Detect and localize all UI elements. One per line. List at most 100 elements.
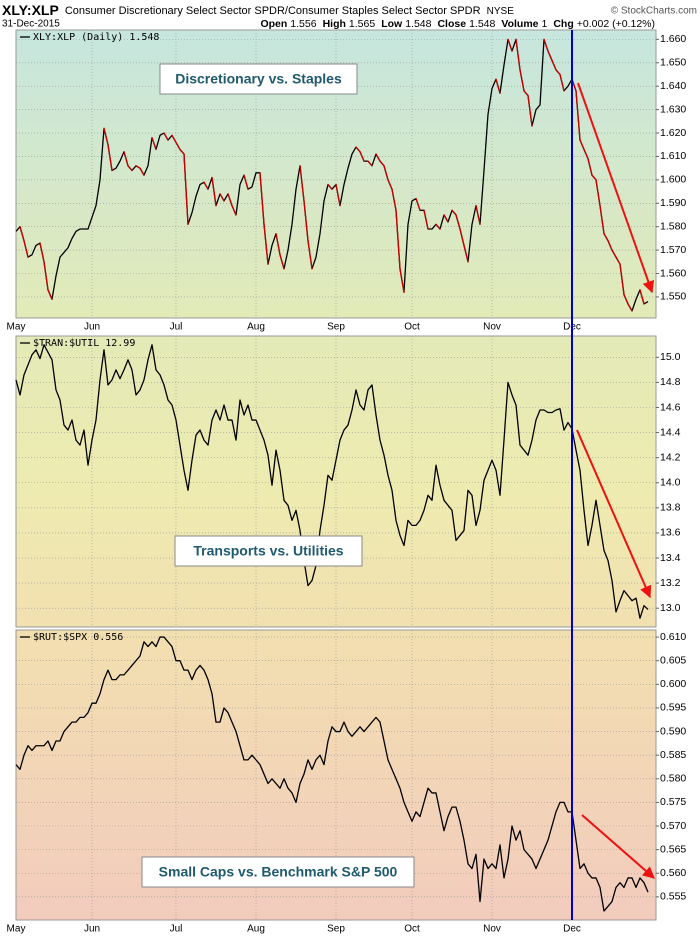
stat-value: 1 xyxy=(542,18,548,30)
down-segment xyxy=(575,90,581,141)
y-tick-label: 1.640 xyxy=(660,80,686,92)
panels: 1.550 1.560 1.570 1.580 1.590 1.600 1.610 1.620… xyxy=(7,29,686,935)
down-segment xyxy=(383,165,389,181)
annotation: Transports vs. Utilities xyxy=(193,543,343,559)
x-tick-label: Dec xyxy=(563,924,581,935)
y-tick-label: 0.565 xyxy=(660,843,686,855)
down-segment xyxy=(107,144,113,172)
x-tick-label: Jun xyxy=(84,924,100,935)
down-segment xyxy=(171,134,177,144)
x-tick-label: May xyxy=(7,322,26,333)
y-tick-label: 0.580 xyxy=(660,773,686,785)
down-segment xyxy=(179,148,185,155)
down-segment xyxy=(375,153,381,162)
down-segment xyxy=(591,174,597,181)
down-segment xyxy=(599,204,605,235)
down-segment xyxy=(551,59,557,71)
down-segment xyxy=(211,176,217,207)
down-segment xyxy=(299,165,305,202)
y-tick-label: 15.0 xyxy=(660,351,681,363)
down-segment xyxy=(335,183,341,207)
y-tick-label: 13.4 xyxy=(660,552,681,564)
annotation: Small Caps vs. Benchmark S&P 500 xyxy=(159,864,398,880)
down-segment xyxy=(603,233,609,242)
trend-arrow xyxy=(576,429,652,599)
down-segment xyxy=(495,78,501,94)
down-segment xyxy=(127,165,133,172)
annotation-box xyxy=(141,856,415,888)
down-segment xyxy=(547,50,553,62)
down-segment xyxy=(303,200,309,242)
down-segment xyxy=(395,209,401,270)
down-segment xyxy=(515,38,521,71)
y-tick-label: 0.585 xyxy=(660,749,686,761)
down-segment xyxy=(103,127,109,146)
down-segment xyxy=(379,160,385,167)
x-tick-label: Sep xyxy=(327,924,345,935)
y-tick-label: 13.6 xyxy=(660,527,681,539)
description: Consumer Discretionary Select Sector SPD… xyxy=(65,5,481,17)
stat-value: 1.548 xyxy=(405,18,431,30)
x-tick-label: Aug xyxy=(247,322,265,333)
down-segment xyxy=(559,73,565,92)
y-tick-label: 14.4 xyxy=(660,426,681,438)
x-tick-label: May xyxy=(7,924,26,935)
down-segment xyxy=(579,139,585,151)
stat-value: +0.002 (+0.12%) xyxy=(577,18,655,30)
down-segment xyxy=(23,240,29,258)
annotation-box xyxy=(174,535,363,567)
y-tick-label: 1.570 xyxy=(660,244,686,256)
down-segment xyxy=(219,193,225,202)
down-segment xyxy=(175,141,181,151)
y-tick-label: 0.575 xyxy=(660,796,686,808)
down-segment xyxy=(415,197,421,211)
legend-label: $RUT:$SPX 0.556 xyxy=(33,632,123,643)
down-segment xyxy=(139,167,145,176)
copyright: © StockCharts.com xyxy=(611,6,697,17)
down-segment xyxy=(387,179,393,190)
y-tick-label: 13.0 xyxy=(660,602,681,614)
y-tick-label: 1.610 xyxy=(660,150,686,162)
down-segment xyxy=(43,261,49,291)
y-tick-label: 13.8 xyxy=(660,502,681,514)
stat-value: 1.556 xyxy=(290,18,316,30)
down-segment xyxy=(123,151,129,167)
down-segment xyxy=(279,254,285,270)
y-tick-label: 0.555 xyxy=(660,891,686,903)
date: 31-Dec-2015 xyxy=(2,19,60,30)
down-segment xyxy=(399,268,405,293)
down-segment xyxy=(39,242,45,263)
down-segment xyxy=(355,146,361,153)
down-segment xyxy=(435,223,441,230)
down-segment xyxy=(135,165,141,169)
y-tick-label: 0.595 xyxy=(660,702,686,714)
x-tick-label: Nov xyxy=(483,924,501,935)
x-tick-label: Nov xyxy=(483,322,501,333)
trend-arrow xyxy=(581,814,655,879)
annotation: Discretionary vs. Staples xyxy=(175,71,342,87)
y-tick-label: 1.650 xyxy=(660,57,686,69)
y-tick-label: 1.620 xyxy=(660,127,686,139)
y-tick-label: 13.2 xyxy=(660,577,681,589)
trend-arrow xyxy=(577,82,655,294)
y-tick-label: 14.2 xyxy=(660,451,681,463)
x-tick-label: Jun xyxy=(84,322,100,333)
down-segment xyxy=(231,204,237,216)
symbol: XLY:XLP xyxy=(2,2,59,18)
down-segment xyxy=(555,69,561,76)
price-line xyxy=(15,636,649,912)
stat-label: Close xyxy=(437,18,466,30)
stat-label: Low xyxy=(381,18,403,30)
down-segment xyxy=(275,233,281,256)
down-segment xyxy=(327,183,333,190)
down-segment xyxy=(359,151,365,162)
y-tick-label: 1.580 xyxy=(660,220,686,232)
legend-label: XLY:XLP (Daily) 1.548 xyxy=(33,32,159,43)
x-tick-label: Jul xyxy=(170,924,183,935)
down-segment xyxy=(243,174,249,190)
y-tick-label: 1.550 xyxy=(660,291,686,303)
stat-value: 1.548 xyxy=(469,18,495,30)
down-segment xyxy=(475,204,481,225)
